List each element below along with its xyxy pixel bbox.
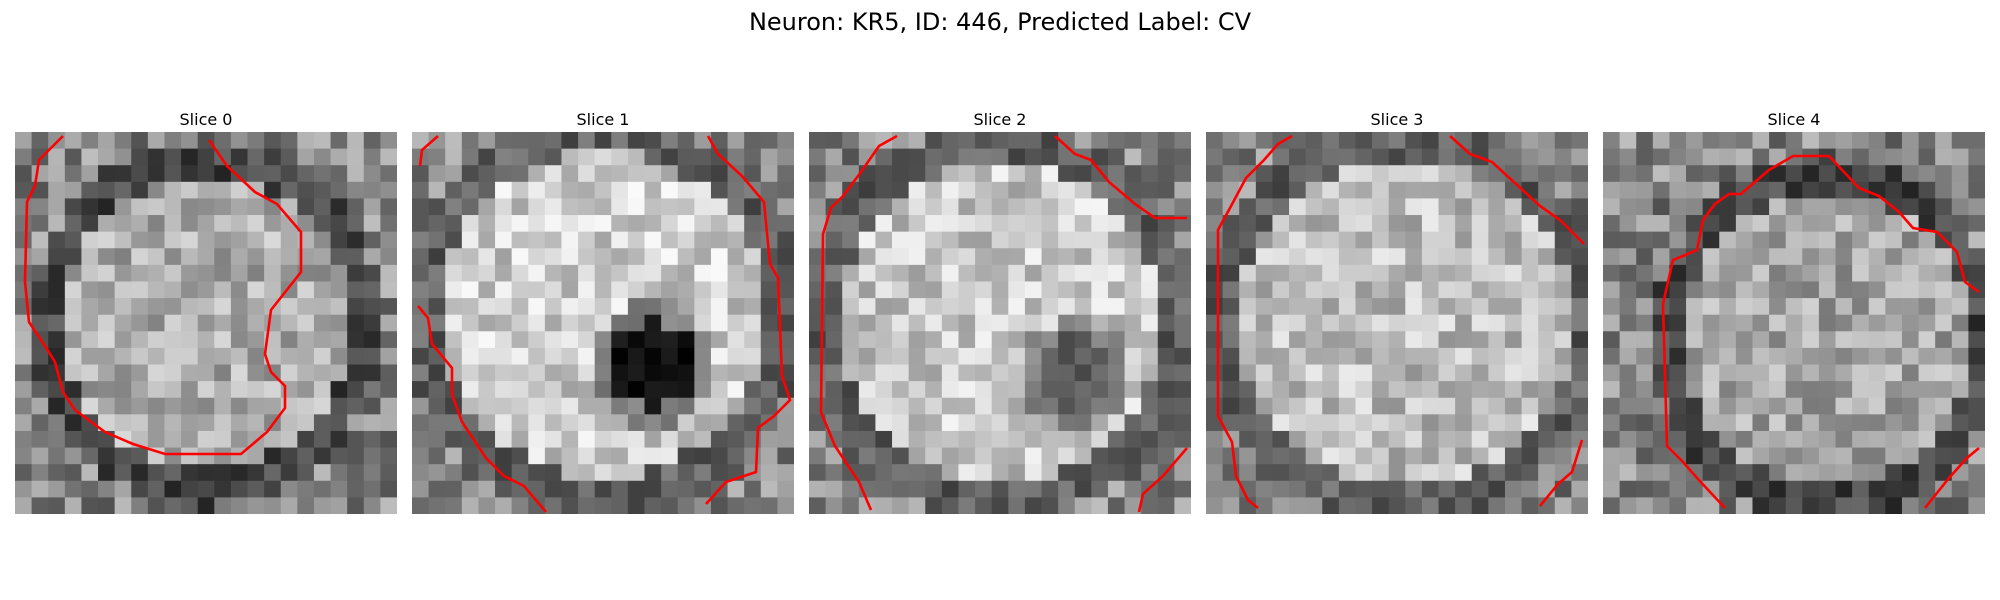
slice-panel-0: Slice 0 xyxy=(15,110,397,514)
slice-panel-1: Slice 1 xyxy=(412,110,794,514)
pixel-grid-1 xyxy=(412,132,794,514)
contour-4a xyxy=(1661,154,1980,509)
slice-title-2: Slice 2 xyxy=(973,110,1027,129)
slice-svg-1 xyxy=(412,132,794,514)
slice-svg-2 xyxy=(809,132,1191,514)
contour-2a xyxy=(819,134,898,511)
contour-2c xyxy=(1137,447,1188,513)
contour-4b xyxy=(1923,447,1980,509)
pixel-grid-4 xyxy=(1603,132,1985,514)
contour-3a xyxy=(1216,134,1293,510)
slice-image-1 xyxy=(412,132,794,514)
slice-title-1: Slice 1 xyxy=(576,110,630,129)
slice-image-4 xyxy=(1603,132,1985,514)
pixel-grid-2 xyxy=(809,132,1191,514)
slice-panel-2: Slice 2 xyxy=(809,110,1191,514)
slice-panel-4: Slice 4 xyxy=(1603,110,1985,514)
contour-0a xyxy=(23,135,303,456)
pixel-grid-3 xyxy=(1206,132,1588,514)
slice-title-0: Slice 0 xyxy=(179,110,233,129)
contour-1b xyxy=(417,305,547,513)
slice-image-0 xyxy=(15,132,397,514)
slice-svg-0 xyxy=(15,132,397,514)
contour-1c xyxy=(705,135,792,505)
contour-3c xyxy=(1538,439,1584,507)
slice-image-2 xyxy=(809,132,1191,514)
slice-svg-3 xyxy=(1206,132,1588,514)
pixel-grid-0 xyxy=(15,132,397,514)
slice-panel-3: Slice 3 xyxy=(1206,110,1588,514)
figure-title: Neuron: KR5, ID: 446, Predicted Label: C… xyxy=(748,8,1252,36)
contour-1a xyxy=(418,135,439,167)
slice-svg-4 xyxy=(1603,132,1985,514)
contour-2b xyxy=(1054,135,1187,220)
contour-3b xyxy=(1449,135,1585,245)
slice-image-3 xyxy=(1206,132,1588,514)
slice-title-4: Slice 4 xyxy=(1767,110,1821,129)
slice-title-3: Slice 3 xyxy=(1370,110,1424,129)
